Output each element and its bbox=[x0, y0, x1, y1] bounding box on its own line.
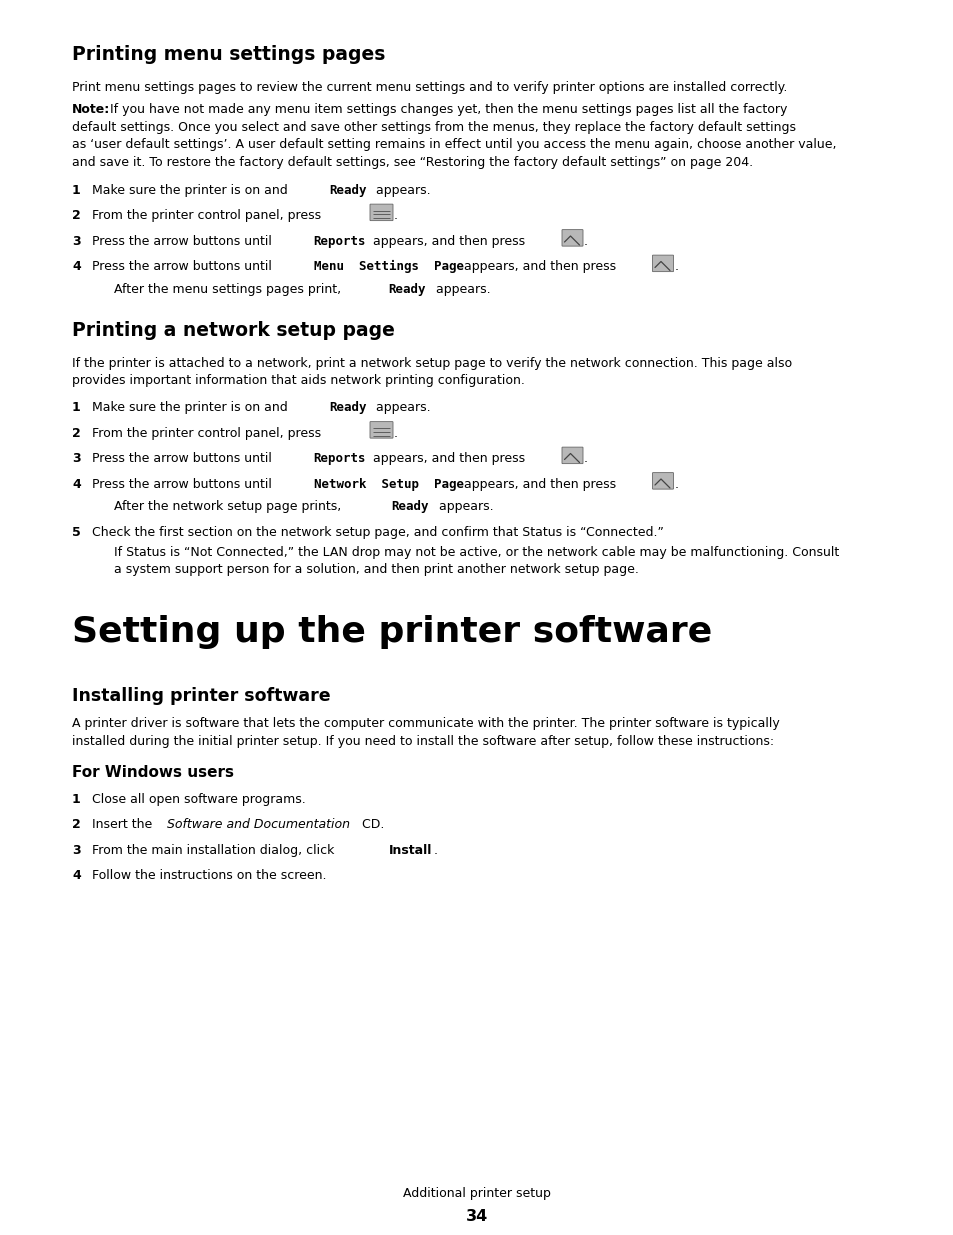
Text: .: . bbox=[583, 235, 587, 247]
Text: as ‘user default settings’. A user default setting remains in effect until you a: as ‘user default settings’. A user defau… bbox=[71, 138, 836, 151]
Text: 3: 3 bbox=[71, 452, 81, 466]
Text: .: . bbox=[434, 844, 437, 857]
FancyBboxPatch shape bbox=[370, 204, 393, 221]
Text: Check the first section on the network setup page, and confirm that Status is “C: Check the first section on the network s… bbox=[91, 526, 663, 538]
Text: 4: 4 bbox=[71, 478, 81, 490]
Text: For Windows users: For Windows users bbox=[71, 764, 233, 779]
FancyBboxPatch shape bbox=[561, 447, 582, 463]
Text: Software and Documentation: Software and Documentation bbox=[168, 818, 350, 831]
Text: If Status is “Not Connected,” the LAN drop may not be active, or the network cab: If Status is “Not Connected,” the LAN dr… bbox=[113, 546, 839, 558]
Text: 2: 2 bbox=[71, 209, 81, 222]
Text: Close all open software programs.: Close all open software programs. bbox=[91, 793, 305, 805]
Text: Press the arrow buttons until: Press the arrow buttons until bbox=[91, 478, 275, 490]
Text: Make sure the printer is on and: Make sure the printer is on and bbox=[91, 401, 292, 414]
Text: .: . bbox=[674, 261, 678, 273]
Text: a system support person for a solution, and then print another network setup pag: a system support person for a solution, … bbox=[113, 563, 639, 576]
Text: 34: 34 bbox=[465, 1209, 488, 1224]
Text: Reports: Reports bbox=[314, 452, 366, 466]
Text: provides important information that aids network printing configuration.: provides important information that aids… bbox=[71, 374, 524, 387]
Text: .: . bbox=[394, 209, 397, 222]
Text: From the main installation dialog, click: From the main installation dialog, click bbox=[91, 844, 338, 857]
Text: Printing menu settings pages: Printing menu settings pages bbox=[71, 44, 385, 64]
FancyBboxPatch shape bbox=[652, 473, 673, 489]
Text: 1: 1 bbox=[71, 793, 81, 805]
Text: appears, and then press: appears, and then press bbox=[459, 478, 619, 490]
Text: .: . bbox=[394, 426, 397, 440]
Text: From the printer control panel, press: From the printer control panel, press bbox=[91, 209, 325, 222]
Text: installed during the initial printer setup. If you need to install the software : installed during the initial printer set… bbox=[71, 735, 773, 747]
Text: 2: 2 bbox=[71, 818, 81, 831]
Text: 4: 4 bbox=[71, 261, 81, 273]
Text: Install: Install bbox=[389, 844, 432, 857]
Text: Print menu settings pages to review the current menu settings and to verify prin: Print menu settings pages to review the … bbox=[71, 82, 786, 94]
Text: Insert the: Insert the bbox=[91, 818, 156, 831]
Text: appears.: appears. bbox=[372, 184, 431, 196]
Text: 3: 3 bbox=[71, 844, 81, 857]
Text: Setting up the printer software: Setting up the printer software bbox=[71, 615, 712, 650]
Text: Ready: Ready bbox=[329, 401, 366, 414]
Text: default settings. Once you select and save other settings from the menus, they r: default settings. Once you select and sa… bbox=[71, 121, 795, 133]
Text: Additional printer setup: Additional printer setup bbox=[402, 1187, 551, 1200]
Text: Press the arrow buttons until: Press the arrow buttons until bbox=[91, 452, 275, 466]
Text: Make sure the printer is on and: Make sure the printer is on and bbox=[91, 184, 292, 196]
FancyBboxPatch shape bbox=[652, 256, 673, 272]
Text: Ready: Ready bbox=[391, 500, 429, 513]
Text: appears.: appears. bbox=[432, 283, 490, 295]
Text: If you have not made any menu item settings changes yet, then the menu settings : If you have not made any menu item setti… bbox=[111, 103, 787, 116]
Text: 4: 4 bbox=[71, 869, 81, 882]
Text: appears, and then press: appears, and then press bbox=[369, 235, 529, 247]
Text: Press the arrow buttons until: Press the arrow buttons until bbox=[91, 261, 275, 273]
Text: 5: 5 bbox=[71, 526, 81, 538]
Text: 1: 1 bbox=[71, 401, 81, 414]
Text: Installing printer software: Installing printer software bbox=[71, 687, 331, 705]
Text: CD.: CD. bbox=[357, 818, 384, 831]
Text: After the menu settings pages print,: After the menu settings pages print, bbox=[113, 283, 345, 295]
Text: Ready: Ready bbox=[388, 283, 426, 295]
FancyBboxPatch shape bbox=[370, 421, 393, 438]
Text: 3: 3 bbox=[71, 235, 81, 247]
Text: Ready: Ready bbox=[329, 184, 366, 196]
Text: Reports: Reports bbox=[314, 235, 366, 247]
Text: After the network setup page prints,: After the network setup page prints, bbox=[113, 500, 345, 513]
Text: Note:: Note: bbox=[71, 103, 111, 116]
Text: and save it. To restore the factory default settings, see “Restoring the factory: and save it. To restore the factory defa… bbox=[71, 156, 752, 168]
Text: appears, and then press: appears, and then press bbox=[369, 452, 529, 466]
Text: appears.: appears. bbox=[435, 500, 493, 513]
Text: 1: 1 bbox=[71, 184, 81, 196]
Text: From the printer control panel, press: From the printer control panel, press bbox=[91, 426, 325, 440]
FancyBboxPatch shape bbox=[561, 230, 582, 246]
Text: A printer driver is software that lets the computer communicate with the printer: A printer driver is software that lets t… bbox=[71, 718, 779, 730]
Text: 2: 2 bbox=[71, 426, 81, 440]
Text: .: . bbox=[583, 452, 587, 466]
Text: Network  Setup  Page: Network Setup Page bbox=[314, 478, 463, 490]
Text: Printing a network setup page: Printing a network setup page bbox=[71, 321, 395, 340]
Text: If the printer is attached to a network, print a network setup page to verify th: If the printer is attached to a network,… bbox=[71, 357, 791, 369]
Text: appears.: appears. bbox=[372, 401, 431, 414]
Text: appears, and then press: appears, and then press bbox=[459, 261, 619, 273]
Text: Menu  Settings  Page: Menu Settings Page bbox=[314, 261, 463, 273]
Text: Follow the instructions on the screen.: Follow the instructions on the screen. bbox=[91, 869, 326, 882]
Text: Press the arrow buttons until: Press the arrow buttons until bbox=[91, 235, 275, 247]
Text: .: . bbox=[674, 478, 678, 490]
